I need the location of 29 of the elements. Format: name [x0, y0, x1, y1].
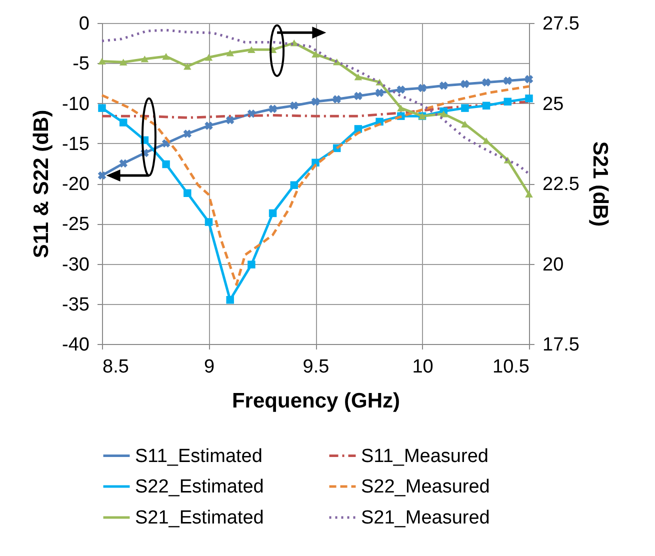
line-series — [100, 28, 530, 176]
legend-label: S11_Estimated — [135, 446, 262, 467]
x-tick-label: 10 — [412, 356, 434, 378]
y-tick-label: -15 — [62, 134, 90, 155]
legend-label: S22_Estimated — [135, 476, 264, 498]
legend-label: S21_Estimated — [135, 508, 264, 528]
y-tick-label: -5 — [72, 54, 90, 75]
y-axis-title: S11 & S22 (dB) — [30, 110, 54, 258]
y-tick-label: -10 — [62, 94, 90, 115]
legend-label: S21_Measured — [361, 508, 490, 528]
y2-tick-label: 17.5 — [542, 334, 580, 356]
y-tick-label: -30 — [62, 254, 90, 276]
y2-tick-label: 22.5 — [542, 174, 580, 195]
y2-tick-label: 27.5 — [542, 14, 580, 34]
y-tick-label: 0 — [78, 14, 90, 34]
y-tick-label: -20 — [62, 174, 90, 195]
y2-tick-label: 20 — [542, 254, 564, 276]
x-tick-label: 9.5 — [302, 356, 330, 378]
y-tick-label: -35 — [62, 294, 90, 316]
x-tick-label: 9 — [204, 356, 215, 378]
y-tick-label: -40 — [62, 334, 90, 356]
x-tick-label: 10.5 — [492, 356, 530, 378]
legend-label: S22_Measured — [361, 476, 490, 498]
x-tick-label: 8.5 — [102, 356, 129, 378]
y-tick-label: -25 — [62, 214, 90, 236]
y2-axis-title: S21 (dB) — [588, 141, 612, 227]
y2-tick-label: 25 — [542, 94, 564, 115]
legend-label: S11_Measured — [361, 446, 488, 467]
x-axis-title: Frequency (GHz) — [232, 390, 400, 412]
